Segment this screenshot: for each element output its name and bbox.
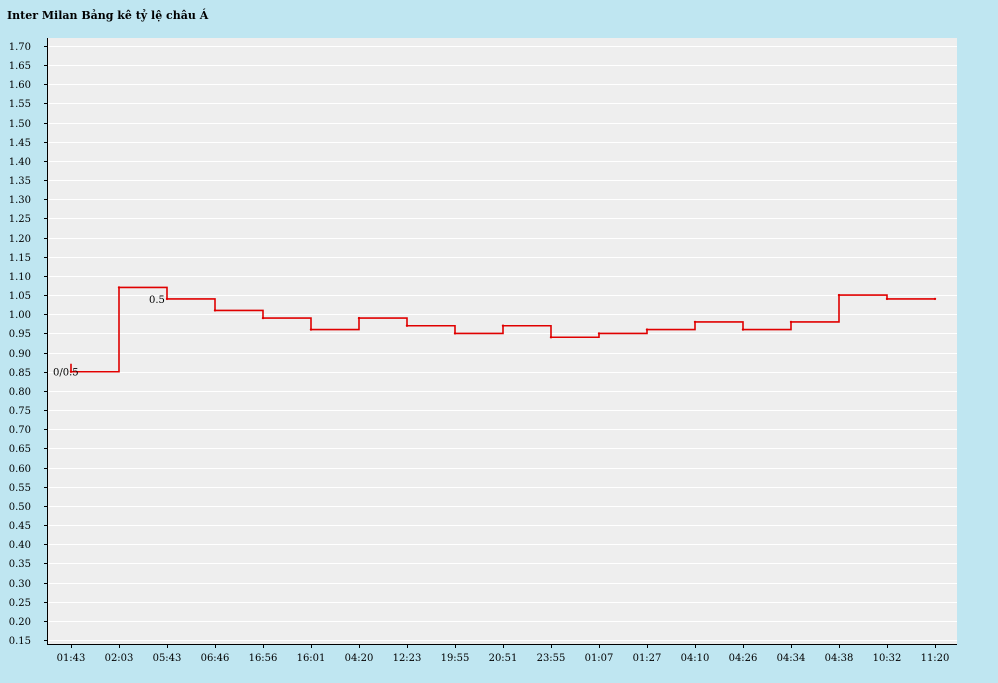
y-tick-label: 0.70: [9, 425, 31, 436]
y-tick-label: 0.90: [9, 349, 31, 360]
grid-lines: [47, 46, 957, 641]
x-tick-label: 01:07: [585, 653, 614, 664]
y-tick-label: 0.80: [9, 387, 31, 398]
x-tick-label: 10:32: [873, 653, 902, 664]
y-tick-label: 0.30: [9, 579, 31, 590]
data-point: [357, 316, 361, 320]
y-tick-label: 1.00: [9, 310, 31, 321]
x-tick-label: 16:01: [297, 653, 326, 664]
data-point: [405, 324, 409, 327]
x-tick-label: 02:03: [105, 653, 134, 664]
data-point: [309, 328, 313, 331]
data-point: [501, 324, 505, 327]
y-tick-label: 1.20: [9, 234, 31, 245]
y-tick-label: 1.05: [9, 291, 31, 302]
x-axis: 01:43 02:03 05:43 06:46 16:56 16:01 04:20 12:23…: [47, 644, 957, 664]
data-point: [597, 332, 601, 335]
y-tick-label: 1.70: [9, 42, 31, 53]
y-tick-label: 0.55: [9, 483, 31, 494]
y-tick-label: 1.30: [9, 195, 31, 206]
x-tick-label: 20:51: [489, 653, 518, 664]
x-tick-label: 23:55: [537, 653, 566, 664]
y-tick-label: 1.55: [9, 99, 31, 110]
data-point: [837, 293, 841, 297]
handicap-label: 0/0.5: [53, 368, 79, 379]
y-tick-label: 0.95: [9, 329, 31, 340]
data-point: [261, 316, 265, 320]
data-point: [453, 332, 457, 335]
y-tick-label: 0.85: [9, 368, 31, 379]
data-point: [69, 370, 73, 373]
x-tick-label: 01:43: [57, 653, 86, 664]
data-point: [213, 309, 217, 312]
x-tick-label: 04:10: [681, 653, 710, 664]
chart-title: Inter Milan Bảng kê tỷ lệ châu Á: [7, 9, 209, 22]
data-point: [693, 320, 697, 324]
y-tick-label: 0.25: [9, 598, 31, 609]
x-tick-label: 16:56: [249, 653, 278, 664]
data-point: [741, 328, 745, 331]
y-tick-label: 1.45: [9, 138, 31, 149]
y-tick-label: 1.50: [9, 119, 31, 130]
annotations: 0/0.5 0.5: [53, 295, 165, 379]
data-point: [885, 297, 889, 301]
x-tick-label: 06:46: [201, 653, 230, 664]
handicap-label: 0.5: [149, 295, 165, 306]
data-point: [933, 297, 937, 301]
y-tick-label: 1.40: [9, 157, 31, 168]
y-tick-label: 1.35: [9, 176, 31, 187]
data-point: [117, 286, 121, 289]
data-point: [549, 336, 553, 339]
y-tick-label: 0.75: [9, 406, 31, 417]
y-tick-label: 0.45: [9, 521, 31, 532]
y-tick-label: 1.15: [9, 253, 31, 264]
x-tick-label: 04:20: [345, 653, 374, 664]
y-tick-label: 0.50: [9, 502, 31, 513]
data-point: [645, 328, 649, 331]
y-tick-label: 0.60: [9, 464, 31, 475]
x-tick-label: 04:26: [729, 653, 758, 664]
y-tick-label: 0.35: [9, 559, 31, 570]
series-line-0: [70, 286, 935, 373]
plot-area: [47, 38, 957, 644]
x-tick-label: 05:43: [153, 653, 182, 664]
data-point: [165, 297, 169, 301]
x-tick-label: 19:55: [441, 653, 470, 664]
x-tick-label: 01:27: [633, 653, 662, 664]
y-tick-label: 1.25: [9, 214, 31, 225]
data-point: [789, 320, 793, 324]
y-tick-label: 1.65: [9, 61, 31, 72]
x-tick-label: 04:34: [777, 653, 806, 664]
y-tick-label: 0.15: [9, 636, 31, 647]
y-tick-label: 0.65: [9, 444, 31, 455]
y-tick-label: 0.20: [9, 617, 31, 628]
series-group: [69, 286, 937, 373]
y-tick-label: 1.60: [9, 80, 31, 91]
y-axis: 1.70 1.65 1.60 1.55 1.50 1.45 1.40 1.35 1.30 1.25…: [9, 38, 48, 647]
x-tick-label: 04:38: [825, 653, 854, 664]
x-tick-label: 12:23: [393, 653, 422, 664]
y-tick-label: 0.40: [9, 540, 31, 551]
y-tick-label: 1.10: [9, 272, 31, 283]
x-tick-label: 11:20: [921, 653, 950, 664]
